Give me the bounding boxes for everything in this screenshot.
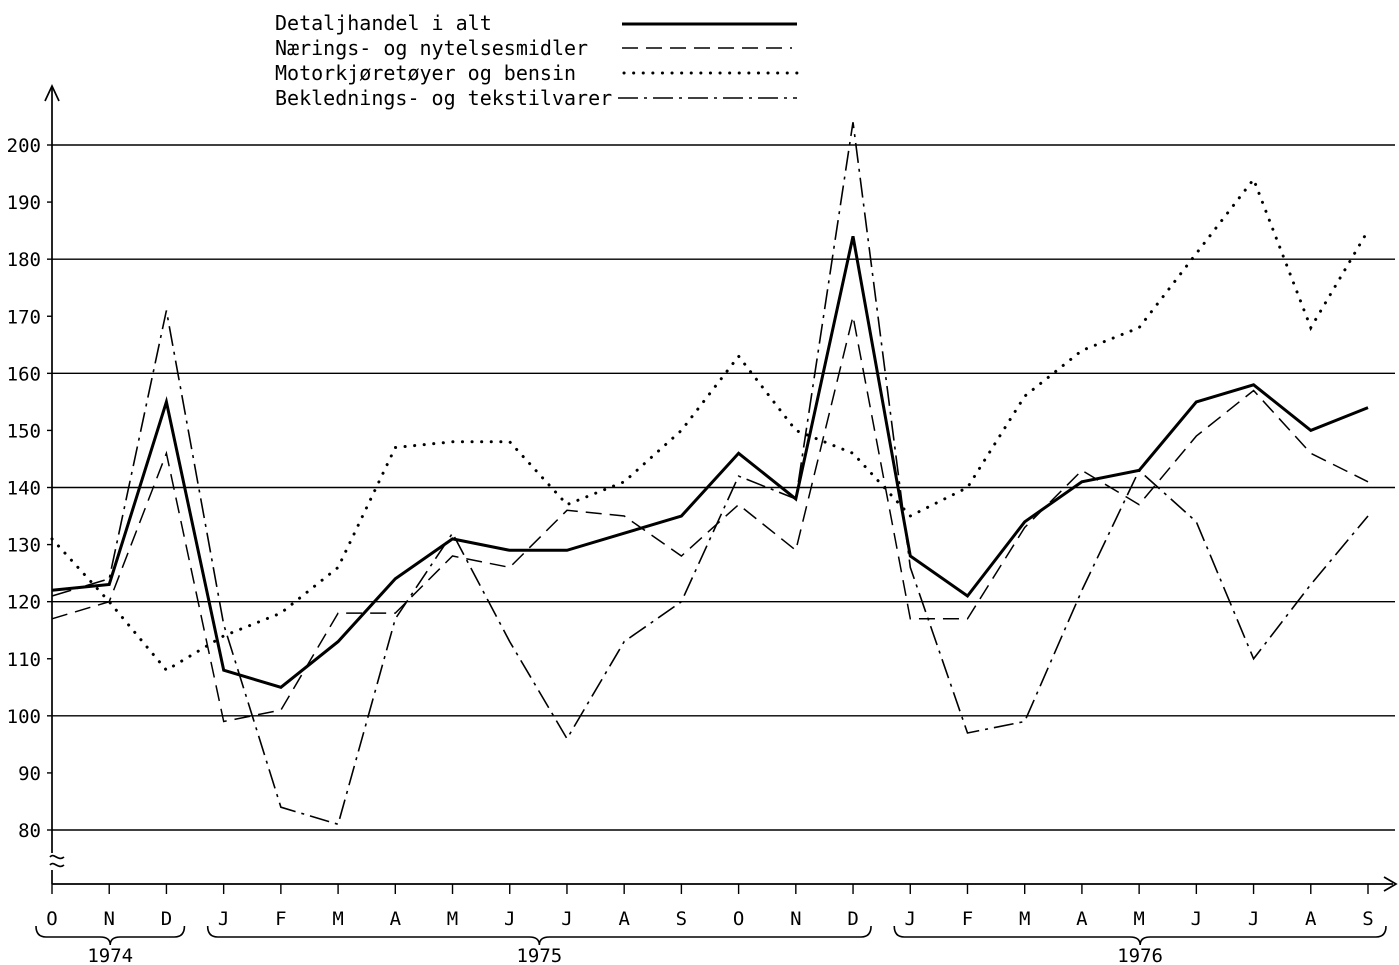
y-tick-label: 130 [7,535,41,557]
series-line-detaljhandel-i-alt [51,235,1369,689]
series-line-naerings-og-nytelsesmidler [51,316,1369,723]
y-tick-label: 80 [18,820,41,842]
y-tick-label: 110 [7,649,41,671]
year-label: 1975 [516,945,562,965]
legend-entry: Nærings- og nytelsesmidler [275,36,792,60]
y-tick-label: 190 [7,192,41,214]
legend-label: Beklednings- og tekstilvarer [275,86,612,110]
year-brace [893,925,1387,946]
legend-entry: Beklednings- og tekstilvarer [275,86,797,110]
legend-entry: Motorkjøretøyer og bensin [275,61,799,85]
y-tick-label: 100 [7,706,41,728]
x-tick-label-month: J [1248,908,1259,930]
axis-ticks: 200 190 180 170 160 150 140 130 120 110 100 90 80 O N D… [7,135,1387,965]
legend-label: Motorkjøretøyer og bensin [275,61,576,85]
y-tick-label: 160 [7,363,41,385]
legend: Detaljhandel i alt Nærings- og nytelsesm… [275,11,799,110]
x-tick-label-month: N [790,908,801,930]
y-axis-arrow [44,83,60,102]
x-tick-label-month: J [218,908,229,930]
y-tick-label: 200 [7,135,41,157]
year-label: 1974 [87,945,133,965]
legend-entry: Detaljhandel i alt [275,11,797,35]
year-label: 1976 [1117,945,1163,965]
x-tick-label-month: S [1362,908,1373,930]
axes [44,83,1398,892]
series-lines [50,122,1370,826]
legend-label: Nærings- og nytelsesmidler [275,36,588,60]
y-tick-label: 140 [7,478,41,500]
x-tick-label-month: O [733,908,744,930]
x-tick-label-month: F [275,908,286,930]
y-tick-label: 120 [7,592,41,614]
x-tick-label-month: D [161,908,172,930]
x-tick-label-month: F [962,908,973,930]
y-tick-label: 170 [7,306,41,328]
x-tick-label-month: J [1191,908,1202,930]
x-tick-label-month: A [618,908,630,930]
x-tick-label-month: M [332,908,343,930]
x-tick-label-month: N [103,908,114,930]
x-tick-label-month: A [390,908,402,930]
y-tick-label: 90 [18,763,41,785]
series-line-beklednings-og-tekstilvarer [51,122,1369,826]
x-tick-label-month: S [676,908,687,930]
series-line-motorkjoretoyer-og-bensin [50,176,1370,673]
x-tick-label-month: O [46,908,57,930]
x-tick-label-month: J [561,908,572,930]
y-tick-label: 180 [7,249,41,271]
x-axis-arrow [1383,876,1398,892]
legend-label: Detaljhandel i alt [275,11,492,35]
y-axis-break [49,854,65,868]
x-tick-label-month: M [447,908,458,930]
x-tick-label-month: A [1305,908,1317,930]
x-tick-label-month: M [1019,908,1030,930]
x-tick-label-month: M [1133,908,1144,930]
y-tick-label: 150 [7,420,41,442]
x-tick-label-month: J [504,908,515,930]
x-tick-label-month: D [847,908,858,930]
gridlines [52,144,1395,831]
x-tick-label-month: A [1076,908,1088,930]
x-tick-label-month: J [905,908,916,930]
year-brace [35,925,186,946]
year-brace [206,925,872,946]
